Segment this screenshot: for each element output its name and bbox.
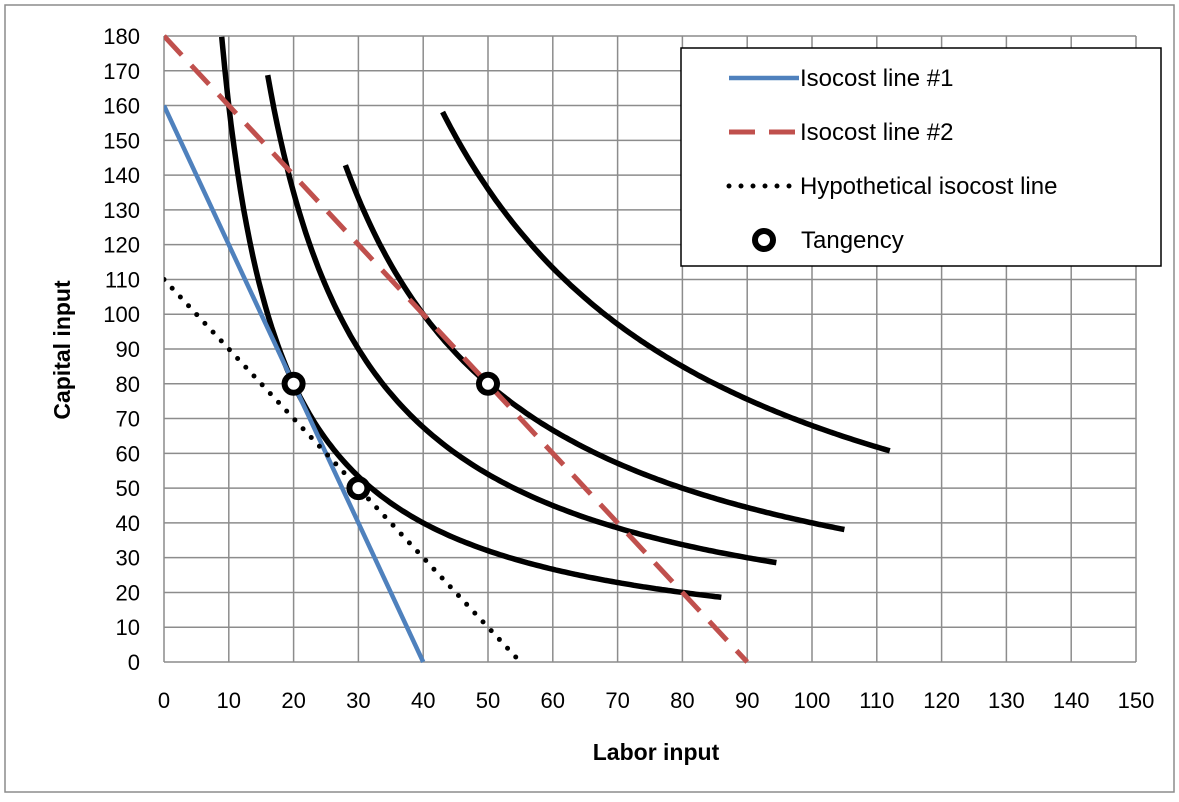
x-tick-label: 90 xyxy=(735,688,759,713)
y-tick-label: 110 xyxy=(105,267,140,292)
tangency-point xyxy=(346,476,371,501)
x-tick-label: 60 xyxy=(541,688,565,713)
tick-labels: 0 10 20 30 40 50 60 70 80 90 100 110 120 130 140 150 0 10… xyxy=(103,24,1154,713)
plot-area xyxy=(164,34,891,664)
legend-label: Tangency xyxy=(801,227,904,254)
x-tick-label: 80 xyxy=(670,688,694,713)
tangency-point xyxy=(476,371,500,396)
x-tick-label: 130 xyxy=(988,688,1025,713)
legend: Isocost line #1 Isocost line #2 Hypothetic… xyxy=(680,47,1162,267)
y-tick-label: 80 xyxy=(116,372,140,397)
legend-label: Isocost line #2 xyxy=(800,119,953,146)
x-tick-label: 100 xyxy=(794,688,831,713)
y-tick-label: 130 xyxy=(103,198,140,223)
y-tick-label: 70 xyxy=(116,407,140,432)
y-tick-label: 0 xyxy=(128,650,140,675)
x-tick-label: 50 xyxy=(476,688,500,713)
y-tick-label: 120 xyxy=(103,233,140,258)
legend-label: Isocost line #1 xyxy=(800,65,953,92)
x-tick-label: 120 xyxy=(923,688,960,713)
y-tick-label: 50 xyxy=(116,476,140,501)
x-tick-label: 110 xyxy=(859,688,894,713)
x-axis-title: Labor input xyxy=(593,739,720,765)
y-tick-label: 60 xyxy=(116,441,140,466)
y-tick-label: 40 xyxy=(116,511,140,536)
legend-symbol-tangency xyxy=(752,228,776,252)
y-tick-label: 180 xyxy=(103,24,140,49)
y-tick-label: 140 xyxy=(103,163,140,188)
y-tick-label: 160 xyxy=(103,94,140,119)
y-tick-label: 150 xyxy=(103,128,140,153)
x-tick-label: 30 xyxy=(346,688,370,713)
y-tick-label: 10 xyxy=(116,615,140,640)
y-tick-label: 30 xyxy=(116,546,140,571)
isoquant-curve xyxy=(264,74,777,566)
x-tick-label: 0 xyxy=(158,688,170,713)
y-tick-label: 20 xyxy=(116,580,140,605)
x-tick-label: 140 xyxy=(1053,688,1090,713)
x-tick-label: 150 xyxy=(1118,688,1155,713)
x-tick-label: 20 xyxy=(281,688,305,713)
tangency-point xyxy=(281,371,306,396)
x-tick-label: 40 xyxy=(411,688,435,713)
x-tick-label: 10 xyxy=(217,688,241,713)
isoquant-curve xyxy=(342,164,845,533)
y-tick-label: 170 xyxy=(103,59,140,84)
x-tick-label: 70 xyxy=(605,688,629,713)
legend-label: Hypothetical isocost line xyxy=(800,173,1057,200)
y-tick-label: 90 xyxy=(116,337,140,362)
isoquant-curve xyxy=(440,110,891,454)
y-tick-label: 100 xyxy=(103,302,140,327)
y-axis-title: Capital input xyxy=(49,280,75,420)
series-line-1 xyxy=(164,34,750,664)
